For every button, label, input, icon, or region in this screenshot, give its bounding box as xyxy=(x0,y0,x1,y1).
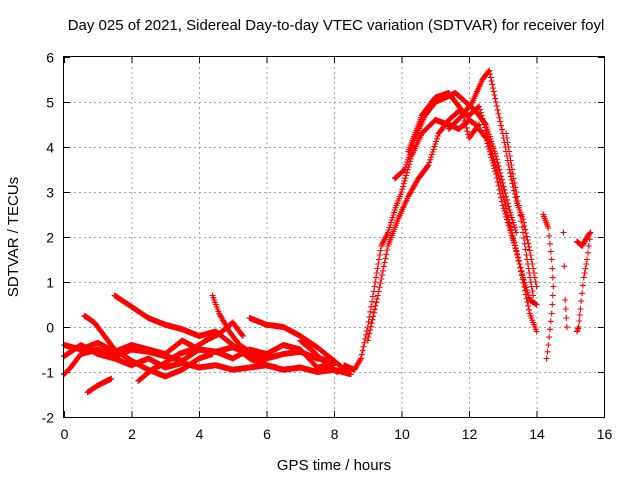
x-tick-label: 0 xyxy=(61,426,69,442)
x-axis-label: GPS time / hours xyxy=(277,457,391,474)
data-series-track-18 xyxy=(560,229,570,330)
series-markers xyxy=(84,375,115,396)
series-markers xyxy=(111,292,270,369)
y-tick-label: 1 xyxy=(46,275,54,291)
data-series-track-15 xyxy=(445,67,540,290)
series-markers xyxy=(297,337,341,375)
data-series-track-7 xyxy=(135,319,246,384)
series-markers xyxy=(405,90,483,155)
data-series-track-10 xyxy=(297,337,341,375)
y-axis-label: SDTVAR / TECUs xyxy=(5,177,22,297)
data-series-track-9 xyxy=(246,315,351,375)
x-tick-label: 10 xyxy=(394,426,410,442)
data-series-track-4 xyxy=(81,312,216,380)
series-markers xyxy=(503,130,537,299)
y-tick-label: -1 xyxy=(42,365,55,381)
data-series-track-14 xyxy=(405,90,483,155)
data-series-track-19 xyxy=(574,229,594,335)
y-tick-label: 3 xyxy=(46,185,54,201)
chart-title: Day 025 of 2021, Sidereal Day-to-day VTE… xyxy=(68,17,605,34)
data-series-layer xyxy=(61,67,594,396)
y-tick-label: -2 xyxy=(42,410,55,426)
series-markers xyxy=(209,292,280,371)
y-tick-label: 2 xyxy=(46,230,54,246)
series-markers xyxy=(81,312,216,380)
data-series-track-8 xyxy=(209,292,280,371)
data-series-track-6 xyxy=(111,292,270,369)
x-tick-label: 8 xyxy=(331,426,339,442)
series-markers xyxy=(540,211,557,362)
series-markers xyxy=(246,315,351,375)
x-tick-label: 6 xyxy=(263,426,271,442)
y-tick-label: 5 xyxy=(46,95,54,111)
series-markers xyxy=(560,229,570,330)
series-markers xyxy=(135,319,246,384)
x-tick-label: 16 xyxy=(597,426,613,442)
series-markers xyxy=(445,67,540,290)
data-series-track-5 xyxy=(84,375,115,396)
x-tick-label: 2 xyxy=(128,426,136,442)
x-tick-label: 4 xyxy=(196,426,204,442)
y-tick-label: 6 xyxy=(46,50,54,66)
series-markers xyxy=(574,229,594,335)
y-tick-label: 4 xyxy=(46,140,54,156)
x-tick-label: 12 xyxy=(462,426,478,442)
y-tick-label: 0 xyxy=(46,320,54,336)
data-series-track-16 xyxy=(503,130,537,299)
plot-frame xyxy=(63,56,605,418)
x-tick-label: 14 xyxy=(529,426,545,442)
data-series-track-17 xyxy=(540,211,557,362)
